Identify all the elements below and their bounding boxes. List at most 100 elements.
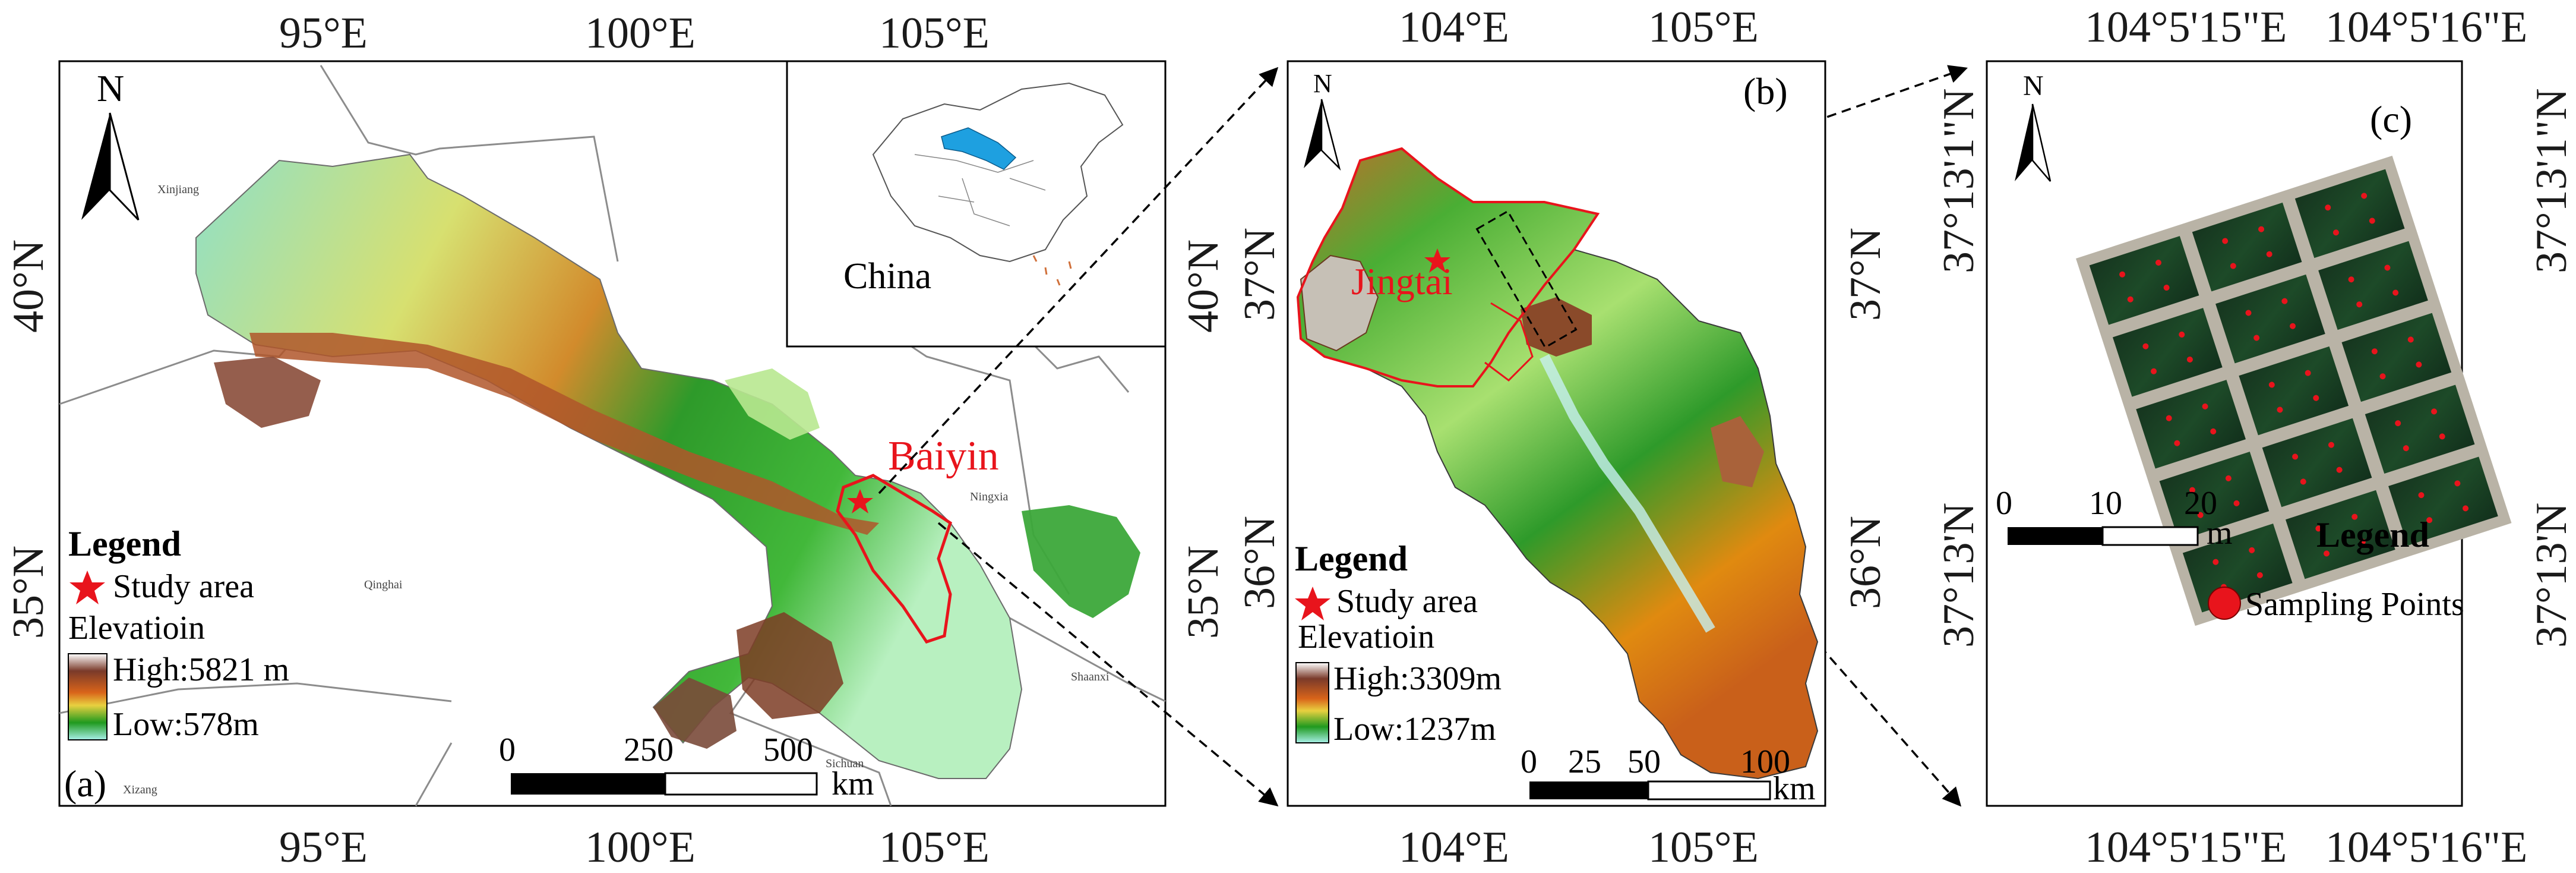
plot-cell (2089, 236, 2199, 325)
sampling-point-icon (2454, 480, 2461, 487)
region-label-qinghai: Qinghai (364, 578, 403, 591)
plot-cell (2286, 490, 2395, 579)
region-label-xizang: Xizang (123, 783, 157, 796)
legend-b-star-text: Study area (1336, 583, 1478, 620)
plot-cell (2341, 313, 2452, 402)
sampling-point-icon (2392, 289, 2399, 296)
qilian-mountain-band (249, 333, 879, 535)
sampling-point-icon (2277, 406, 2283, 413)
sampling-point-icon (2351, 513, 2358, 520)
gannan-mountain-block (737, 612, 843, 719)
svg-text:N: N (1313, 69, 1332, 98)
sampling-point-icon (2268, 382, 2275, 388)
sampling-point-icon (2127, 296, 2134, 302)
panel-a-label: (a) (64, 762, 106, 805)
b-right-tick-0: 37°N (1841, 228, 1890, 321)
panel-a: Baiyin Xinjiang Qinghai Ningxia Shaanxi … (4, 9, 1228, 872)
region-label-sichuan: Sichuan (826, 757, 864, 770)
sampling-point-icon (2328, 442, 2334, 448)
jingtai-outline (1296, 147, 1600, 387)
plot-cell (2215, 274, 2325, 364)
gansu-inset-highlight (941, 127, 1017, 170)
svg-text:N: N (2023, 70, 2044, 102)
sampling-point-icon (2371, 348, 2378, 355)
sampling-point-icon (2403, 445, 2409, 452)
sampling-points (2119, 193, 2469, 590)
scale-b-tick-2: 50 (1627, 743, 1661, 780)
scale-c-unit: m (2207, 515, 2233, 551)
scale-bar-c: 0 10 20 m (1996, 485, 2233, 551)
legend-b-high: High:3309m (1333, 660, 1502, 697)
zoom-box-b (1475, 210, 1578, 349)
legend-a-star-text: Study area (113, 568, 254, 605)
scale-a-tick-1: 250 (624, 732, 674, 768)
plot-cells (2089, 169, 2498, 613)
scale-a-tick-0: 0 (499, 732, 516, 768)
legend-b-low: Low:1237m (1333, 711, 1496, 748)
sampling-point-icon (2305, 370, 2311, 376)
plot-cell (2318, 241, 2428, 330)
c-top-tick-0: 104°5'15"E (2085, 3, 2287, 52)
c-left-tick-1: 37°13'N (1935, 503, 1983, 648)
legend-a-elev-title: Elevatioin (68, 610, 205, 647)
sampling-point-icon (2300, 478, 2306, 485)
c-top-tick-1: 104°5'16"E (2325, 3, 2527, 52)
legend-b-colorbar (1295, 662, 1329, 743)
legend-a-high: High:5821 m (113, 651, 289, 688)
scale-c-tick-0: 0 (1996, 485, 2012, 522)
sampling-point-icon (2463, 505, 2469, 512)
scale-c-tick-2: 20 (2184, 485, 2217, 522)
plot-cell (2365, 385, 2475, 474)
sampling-point-icon (2233, 500, 2240, 506)
ningxia-lobe (725, 368, 820, 440)
legend-c: Legend Sampling Points (2208, 515, 2464, 623)
sampling-point-icon (2225, 475, 2232, 481)
eastern-gansu-lobe (1022, 505, 1140, 618)
legend-b-star-icon (1295, 587, 1330, 620)
legend-a-title: Legend (68, 524, 181, 563)
sampling-point-icon (2356, 301, 2363, 308)
south-sea-islands (1032, 255, 1072, 286)
b-top-tick-1: 105°E (1648, 3, 1759, 52)
scale-bar-b: 0 25 50 100 km (1521, 743, 1816, 807)
svg-text:N: N (97, 67, 124, 109)
a-left-tick-1: 35°N (4, 546, 53, 639)
sampling-point-icon (2163, 284, 2170, 291)
plot-cell (2182, 524, 2293, 613)
baiyin-terrain (1297, 147, 1819, 780)
plot-cell (2112, 308, 2223, 397)
sampling-point-icon (2418, 492, 2425, 499)
scale-a-tick-2: 500 (763, 732, 813, 768)
sampling-point-icon (2256, 572, 2263, 578)
sampling-point-icon (2332, 229, 2339, 236)
b-right-tick-1: 36°N (1841, 516, 1890, 609)
sampling-point-icon (2166, 415, 2172, 421)
china-internal-borders (914, 154, 1046, 226)
eastern-peak (1711, 416, 1764, 487)
sampling-point-icon (2281, 298, 2288, 304)
region-label-ningxia: Ningxia (970, 490, 1009, 503)
sampling-point-icon (2174, 440, 2180, 446)
sampling-point-icon (2359, 538, 2366, 545)
sampling-point-icon (2416, 361, 2422, 368)
sampling-point-icon (2379, 373, 2386, 380)
north-arrow-icon-c: N (2015, 70, 2052, 182)
sampling-point-icon (2189, 487, 2196, 493)
north-arrow-icon-a: N (81, 67, 140, 221)
aerial-image (2076, 155, 2512, 626)
plot-cell (2262, 418, 2372, 508)
a-top-tick-0: 95°E (279, 9, 368, 58)
region-label-shaanxi: Shaanxi (1071, 670, 1110, 683)
b-top-tick-0: 104°E (1399, 3, 1509, 52)
sampling-point-icon (2197, 512, 2204, 518)
china-inset: China (786, 60, 1167, 348)
a-bottom-tick-0: 95°E (279, 823, 368, 872)
baiyin-star-icon (847, 489, 873, 513)
sampling-point-icon (2155, 259, 2161, 266)
river-valley (1539, 354, 1715, 633)
sampling-point-icon (2119, 271, 2126, 278)
sampling-point-icon (2369, 218, 2375, 224)
sampling-point-icon (2325, 204, 2331, 211)
a-top-tick-1: 100°E (585, 9, 696, 58)
